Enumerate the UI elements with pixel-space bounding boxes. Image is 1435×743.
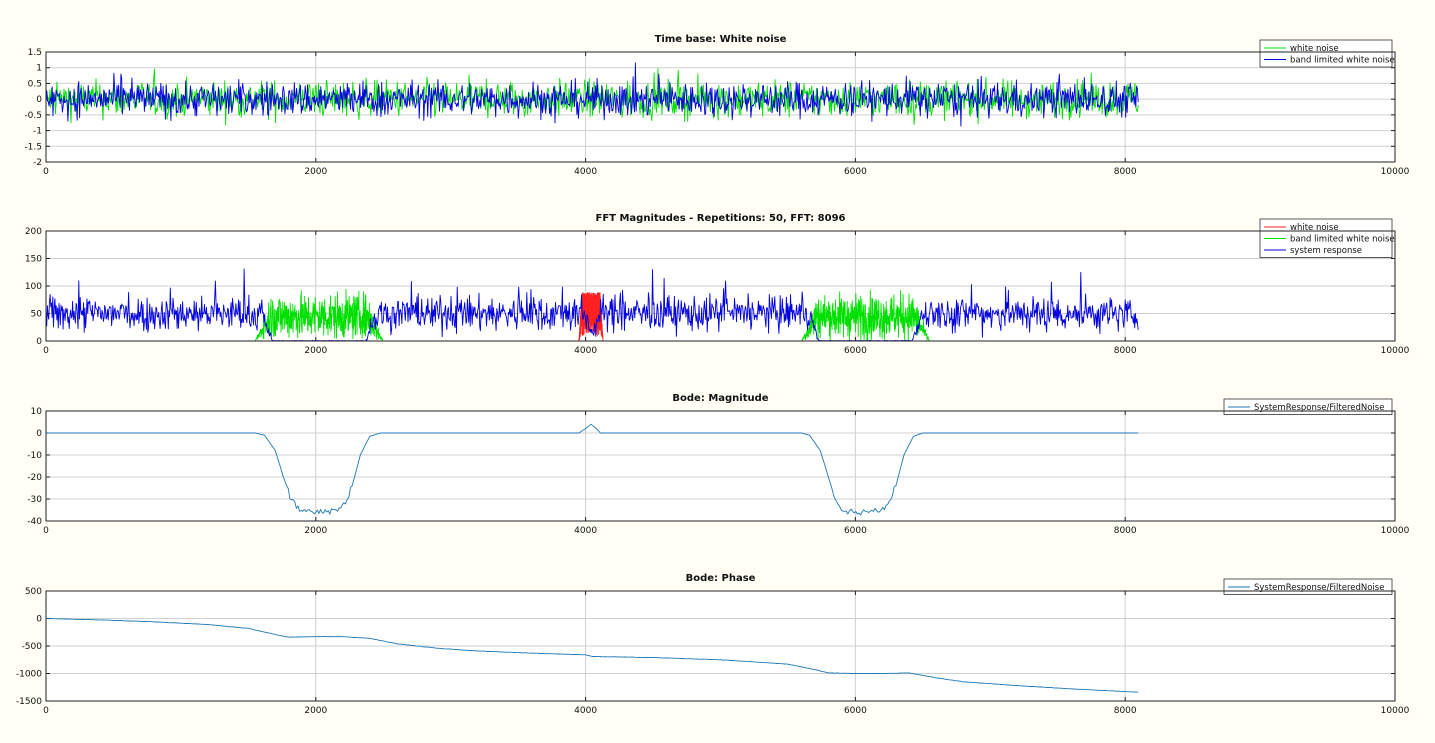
x-tick-label: 6000 xyxy=(844,526,867,536)
y-tick-label: 10 xyxy=(31,407,43,417)
y-tick-label: -0.5 xyxy=(24,111,42,121)
axes-frame xyxy=(45,590,1396,702)
x-tick-label: 4000 xyxy=(574,526,597,536)
subplot-title: Bode: Phase xyxy=(686,573,756,584)
subplot-3: 0 2000 4000 6000 8000 10000 10 0 -10 -20 -30 -40 Bod… xyxy=(27,393,1409,536)
y-tick-label: -500 xyxy=(22,642,43,652)
x-tick-label: 4000 xyxy=(574,346,597,356)
series-system-response xyxy=(46,268,1139,341)
axes-frame xyxy=(45,51,1396,163)
x-tick-label: 0 xyxy=(43,526,49,536)
subplot-title: Bode: Magnitude xyxy=(672,393,768,404)
series-system-response-filtered-noise xyxy=(46,618,1139,693)
x-tick-label: 6000 xyxy=(844,706,867,716)
x-tick-label: 8000 xyxy=(1114,346,1137,356)
x-tick-label: 8000 xyxy=(1114,526,1137,536)
y-tick-label: 150 xyxy=(25,255,42,265)
subplot-1: 0 2000 4000 6000 8000 10000 1.5 1 0.5 0 -0.5 -1 -1.5… xyxy=(24,34,1409,177)
y-tick-label: 1.5 xyxy=(28,48,42,58)
legend: SystemResponse/FilteredNoise xyxy=(1223,398,1393,415)
x-tick-label: 8000 xyxy=(1114,706,1137,716)
x-tick-label: 2000 xyxy=(304,167,327,177)
x-tick-label: 10000 xyxy=(1381,167,1410,177)
series-group xyxy=(46,423,1139,516)
legend-label: band limited white noise xyxy=(1290,56,1395,66)
y-tick-label: -40 xyxy=(27,517,42,527)
series-band-limited-white-noise xyxy=(46,62,1139,127)
legend-label: SystemResponse/FilteredNoise xyxy=(1254,403,1384,413)
legend: SystemResponse/FilteredNoise xyxy=(1223,578,1393,595)
subplot-4: 0 2000 4000 6000 8000 10000 500 0 -500 -1000 -1500… xyxy=(16,573,1410,716)
y-tick-label: 0 xyxy=(36,337,42,347)
y-tick-label: 500 xyxy=(25,587,42,597)
legend-label: white noise xyxy=(1290,44,1339,54)
y-tick-label: -1000 xyxy=(16,670,42,680)
y-tick-label: -30 xyxy=(27,495,42,505)
x-tick-label: 2000 xyxy=(304,706,327,716)
y-tick-label: -10 xyxy=(27,451,42,461)
y-tick-label: -1500 xyxy=(16,697,42,707)
legend-label: band limited white noise xyxy=(1290,235,1395,245)
plot-area xyxy=(46,52,1395,162)
series-band-limited-white-noise-1 xyxy=(254,289,384,341)
x-tick-label: 6000 xyxy=(844,346,867,356)
x-tick-label: 2000 xyxy=(304,346,327,356)
x-tick-label: 4000 xyxy=(574,167,597,177)
legend: white noise band limited white noise xyxy=(1259,39,1395,68)
y-tick-label: 200 xyxy=(25,227,42,237)
y-tick-label: 50 xyxy=(31,310,43,320)
subplot-title: Time base: White noise xyxy=(655,34,787,45)
series-group xyxy=(46,62,1139,127)
x-tick-label: 10000 xyxy=(1381,346,1410,356)
y-tick-label: 0 xyxy=(36,615,42,625)
axes-frame xyxy=(45,230,1396,342)
series-system-response-filtered-noise xyxy=(46,423,1139,516)
series-group xyxy=(46,618,1139,693)
plot-area xyxy=(46,411,1395,521)
series-band-limited-white-noise-2 xyxy=(800,289,930,341)
x-tick-label: 10000 xyxy=(1381,526,1410,536)
x-tick-label: 0 xyxy=(43,346,49,356)
y-tick-label: 0 xyxy=(36,429,42,439)
legend: white noise band limited white noisesyste… xyxy=(1259,218,1395,258)
legend-box xyxy=(1259,39,1393,68)
y-tick-label: 0.5 xyxy=(28,79,42,89)
y-tick-label: 100 xyxy=(25,282,42,292)
x-tick-label: 2000 xyxy=(304,526,327,536)
subplot-title: FFT Magnitudes - Repetitions: 50, FFT: 8… xyxy=(596,213,846,224)
y-tick-label: 0 xyxy=(36,95,42,105)
legend-label: system response xyxy=(1290,246,1362,256)
legend-label: white noise xyxy=(1290,223,1339,233)
axes-frame xyxy=(45,410,1396,522)
x-tick-label: 6000 xyxy=(844,167,867,177)
y-tick-label: -1 xyxy=(33,127,42,137)
subplot-2: 0 2000 4000 6000 8000 10000 200 150 100 50 0 FFT Ma… xyxy=(25,213,1410,356)
x-tick-label: 0 xyxy=(43,167,49,177)
legend-label: SystemResponse/FilteredNoise xyxy=(1254,583,1384,593)
y-tick-label: -20 xyxy=(27,473,42,483)
series-group xyxy=(46,268,1139,341)
x-tick-label: 10000 xyxy=(1381,706,1410,716)
y-tick-label: -2 xyxy=(33,158,42,168)
x-tick-label: 0 xyxy=(43,706,49,716)
x-tick-label: 8000 xyxy=(1114,167,1137,177)
x-tick-label: 4000 xyxy=(574,706,597,716)
y-tick-label: 1 xyxy=(36,64,42,74)
y-tick-label: -1.5 xyxy=(24,142,42,152)
